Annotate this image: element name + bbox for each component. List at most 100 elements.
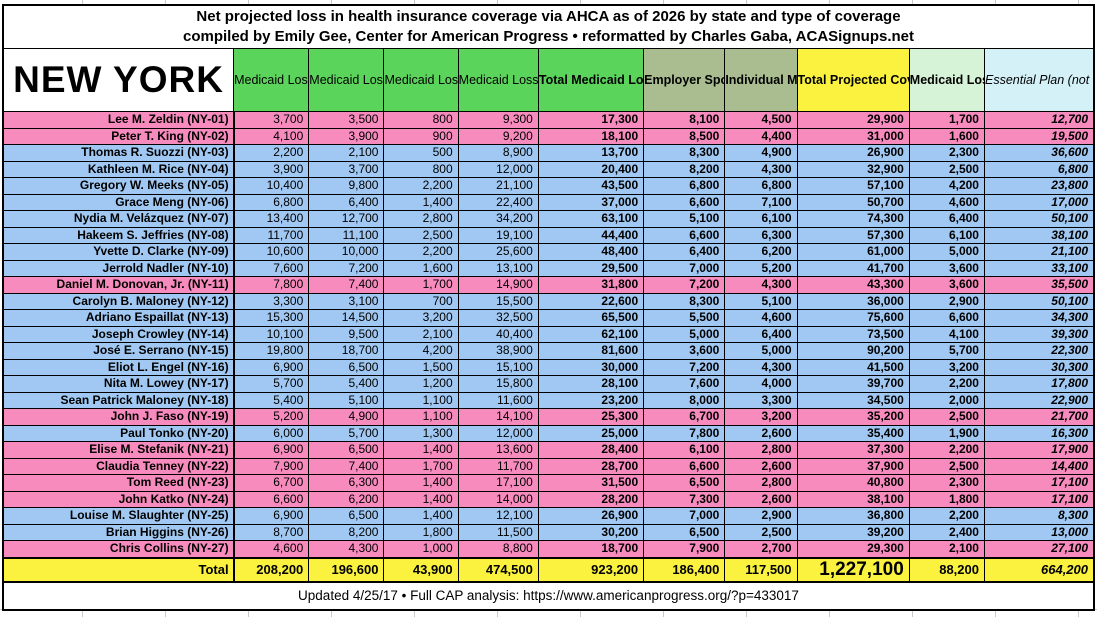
cell-ny-04-medicaid_expansion[interactable]: 12,000 bbox=[457, 160, 539, 178]
cell-ny-11-individual[interactable]: 4,300 bbox=[724, 276, 798, 294]
cell-ny-26-medicaid_elderly[interactable]: 2,400 bbox=[908, 523, 985, 541]
cell-ny-17-medicaid_adults[interactable]: 5,700 bbox=[233, 375, 310, 393]
column-header-employer[interactable]: Employer Sponsored Policy Loss bbox=[643, 48, 726, 112]
rep-name-cell-ny-27[interactable]: Chris Collins (NY-27) bbox=[2, 540, 235, 558]
cell-ny-15-employer[interactable]: 3,600 bbox=[643, 342, 726, 360]
cell-ny-03-total_medicaid[interactable]: 13,700 bbox=[537, 144, 645, 162]
cell-ny-26-total_medicaid[interactable]: 30,200 bbox=[537, 523, 645, 541]
column-header-medicaid_disabled[interactable]: Medicaid Loss (disabled) bbox=[383, 48, 459, 112]
cell-ny-17-medicaid_children[interactable]: 5,400 bbox=[308, 375, 385, 393]
cell-ny-03-employer[interactable]: 8,300 bbox=[643, 144, 726, 162]
cell-ny-01-medicaid_children[interactable]: 3,500 bbox=[308, 111, 385, 129]
cell-ny-18-employer[interactable]: 8,000 bbox=[643, 391, 726, 409]
cell-ny-12-medicaid_adults[interactable]: 3,300 bbox=[233, 292, 310, 310]
cell-ny-20-essential_plan[interactable]: 16,300 bbox=[983, 424, 1095, 442]
total-cell-essential_plan[interactable]: 664,200 bbox=[983, 556, 1095, 583]
cell-ny-11-medicaid_expansion[interactable]: 14,900 bbox=[457, 276, 539, 294]
cell-ny-27-total_medicaid[interactable]: 18,700 bbox=[537, 540, 645, 558]
cell-ny-21-medicaid_children[interactable]: 6,500 bbox=[308, 441, 385, 459]
column-header-medicaid_elderly[interactable]: Medicaid Loss (elderly) bbox=[908, 48, 985, 112]
cell-ny-27-medicaid_disabled[interactable]: 1,000 bbox=[383, 540, 459, 558]
cell-ny-12-medicaid_disabled[interactable]: 700 bbox=[383, 292, 459, 310]
total-cell-total_projected[interactable]: 1,227,100 bbox=[796, 556, 910, 583]
cell-ny-06-essential_plan[interactable]: 17,000 bbox=[983, 193, 1095, 211]
cell-ny-03-essential_plan[interactable]: 36,600 bbox=[983, 144, 1095, 162]
cell-ny-05-medicaid_elderly[interactable]: 4,200 bbox=[908, 177, 985, 195]
total-label-cell[interactable]: Total bbox=[2, 556, 235, 583]
cell-ny-24-essential_plan[interactable]: 17,100 bbox=[983, 490, 1095, 508]
rep-name-cell-ny-16[interactable]: Eliot L. Engel (NY-16) bbox=[2, 358, 235, 376]
cell-ny-25-total_projected[interactable]: 36,800 bbox=[796, 507, 910, 525]
cell-ny-06-medicaid_adults[interactable]: 6,800 bbox=[233, 193, 310, 211]
column-header-individual[interactable]: Individual Market Loss bbox=[724, 48, 798, 112]
cell-ny-11-medicaid_elderly[interactable]: 3,600 bbox=[908, 276, 985, 294]
cell-ny-13-medicaid_adults[interactable]: 15,300 bbox=[233, 309, 310, 327]
cell-ny-07-employer[interactable]: 5,100 bbox=[643, 210, 726, 228]
cell-ny-09-total_projected[interactable]: 61,000 bbox=[796, 243, 910, 261]
cell-ny-14-medicaid_elderly[interactable]: 4,100 bbox=[908, 325, 985, 343]
cell-ny-17-essential_plan[interactable]: 17,800 bbox=[983, 375, 1095, 393]
cell-ny-08-medicaid_disabled[interactable]: 2,500 bbox=[383, 226, 459, 244]
cell-ny-06-medicaid_expansion[interactable]: 22,400 bbox=[457, 193, 539, 211]
cell-ny-05-employer[interactable]: 6,800 bbox=[643, 177, 726, 195]
rep-name-cell-ny-04[interactable]: Kathleen M. Rice (NY-04) bbox=[2, 160, 235, 178]
cell-ny-11-essential_plan[interactable]: 35,500 bbox=[983, 276, 1095, 294]
cell-ny-06-medicaid_elderly[interactable]: 4,600 bbox=[908, 193, 985, 211]
column-header-medicaid_children[interactable]: Medicaid Loss (children) bbox=[308, 48, 385, 112]
cell-ny-27-total_projected[interactable]: 29,300 bbox=[796, 540, 910, 558]
cell-ny-22-medicaid_disabled[interactable]: 1,700 bbox=[383, 457, 459, 475]
cell-ny-14-medicaid_children[interactable]: 9,500 bbox=[308, 325, 385, 343]
cell-ny-26-total_projected[interactable]: 39,200 bbox=[796, 523, 910, 541]
cell-ny-11-total_medicaid[interactable]: 31,800 bbox=[537, 276, 645, 294]
cell-ny-03-medicaid_disabled[interactable]: 500 bbox=[383, 144, 459, 162]
cell-ny-17-medicaid_elderly[interactable]: 2,200 bbox=[908, 375, 985, 393]
rep-name-cell-ny-12[interactable]: Carolyn B. Maloney (NY-12) bbox=[2, 292, 235, 310]
cell-ny-21-medicaid_disabled[interactable]: 1,400 bbox=[383, 441, 459, 459]
cell-ny-04-medicaid_elderly[interactable]: 2,500 bbox=[908, 160, 985, 178]
cell-ny-16-medicaid_adults[interactable]: 6,900 bbox=[233, 358, 310, 376]
cell-ny-10-medicaid_disabled[interactable]: 1,600 bbox=[383, 259, 459, 277]
cell-ny-03-total_projected[interactable]: 26,900 bbox=[796, 144, 910, 162]
cell-ny-06-total_medicaid[interactable]: 37,000 bbox=[537, 193, 645, 211]
cell-ny-14-essential_plan[interactable]: 39,300 bbox=[983, 325, 1095, 343]
cell-ny-07-medicaid_elderly[interactable]: 6,400 bbox=[908, 210, 985, 228]
rep-name-cell-ny-11[interactable]: Daniel M. Donovan, Jr. (NY-11) bbox=[2, 276, 235, 294]
cell-ny-07-medicaid_adults[interactable]: 13,400 bbox=[233, 210, 310, 228]
cell-ny-19-total_projected[interactable]: 35,200 bbox=[796, 408, 910, 426]
cell-ny-26-essential_plan[interactable]: 13,000 bbox=[983, 523, 1095, 541]
cell-ny-13-individual[interactable]: 4,600 bbox=[724, 309, 798, 327]
cell-ny-22-total_projected[interactable]: 37,900 bbox=[796, 457, 910, 475]
cell-ny-27-essential_plan[interactable]: 27,100 bbox=[983, 540, 1095, 558]
cell-ny-08-total_projected[interactable]: 57,300 bbox=[796, 226, 910, 244]
cell-ny-24-medicaid_expansion[interactable]: 14,000 bbox=[457, 490, 539, 508]
cell-ny-25-medicaid_expansion[interactable]: 12,100 bbox=[457, 507, 539, 525]
cell-ny-02-medicaid_adults[interactable]: 4,100 bbox=[233, 127, 310, 145]
cell-ny-04-medicaid_disabled[interactable]: 800 bbox=[383, 160, 459, 178]
cell-ny-04-medicaid_adults[interactable]: 3,900 bbox=[233, 160, 310, 178]
cell-ny-14-individual[interactable]: 6,400 bbox=[724, 325, 798, 343]
cell-ny-04-medicaid_children[interactable]: 3,700 bbox=[308, 160, 385, 178]
cell-ny-21-medicaid_elderly[interactable]: 2,200 bbox=[908, 441, 985, 459]
cell-ny-11-employer[interactable]: 7,200 bbox=[643, 276, 726, 294]
cell-ny-18-medicaid_elderly[interactable]: 2,000 bbox=[908, 391, 985, 409]
cell-ny-10-total_projected[interactable]: 41,700 bbox=[796, 259, 910, 277]
cell-ny-01-individual[interactable]: 4,500 bbox=[724, 111, 798, 129]
cell-ny-14-medicaid_expansion[interactable]: 40,400 bbox=[457, 325, 539, 343]
cell-ny-27-employer[interactable]: 7,900 bbox=[643, 540, 726, 558]
cell-ny-05-medicaid_disabled[interactable]: 2,200 bbox=[383, 177, 459, 195]
cell-ny-26-employer[interactable]: 6,500 bbox=[643, 523, 726, 541]
rep-name-cell-ny-19[interactable]: John J. Faso (NY-19) bbox=[2, 408, 235, 426]
cell-ny-27-medicaid_adults[interactable]: 4,600 bbox=[233, 540, 310, 558]
cell-ny-27-medicaid_children[interactable]: 4,300 bbox=[308, 540, 385, 558]
total-cell-total_medicaid[interactable]: 923,200 bbox=[537, 556, 645, 583]
cell-ny-11-medicaid_children[interactable]: 7,400 bbox=[308, 276, 385, 294]
rep-name-cell-ny-02[interactable]: Peter T. King (NY-02) bbox=[2, 127, 235, 145]
cell-ny-20-medicaid_expansion[interactable]: 12,000 bbox=[457, 424, 539, 442]
cell-ny-03-individual[interactable]: 4,900 bbox=[724, 144, 798, 162]
cell-ny-12-employer[interactable]: 8,300 bbox=[643, 292, 726, 310]
cell-ny-09-medicaid_elderly[interactable]: 5,000 bbox=[908, 243, 985, 261]
cell-ny-08-medicaid_children[interactable]: 11,100 bbox=[308, 226, 385, 244]
cell-ny-12-medicaid_children[interactable]: 3,100 bbox=[308, 292, 385, 310]
cell-ny-01-total_medicaid[interactable]: 17,300 bbox=[537, 111, 645, 129]
cell-ny-07-total_projected[interactable]: 74,300 bbox=[796, 210, 910, 228]
